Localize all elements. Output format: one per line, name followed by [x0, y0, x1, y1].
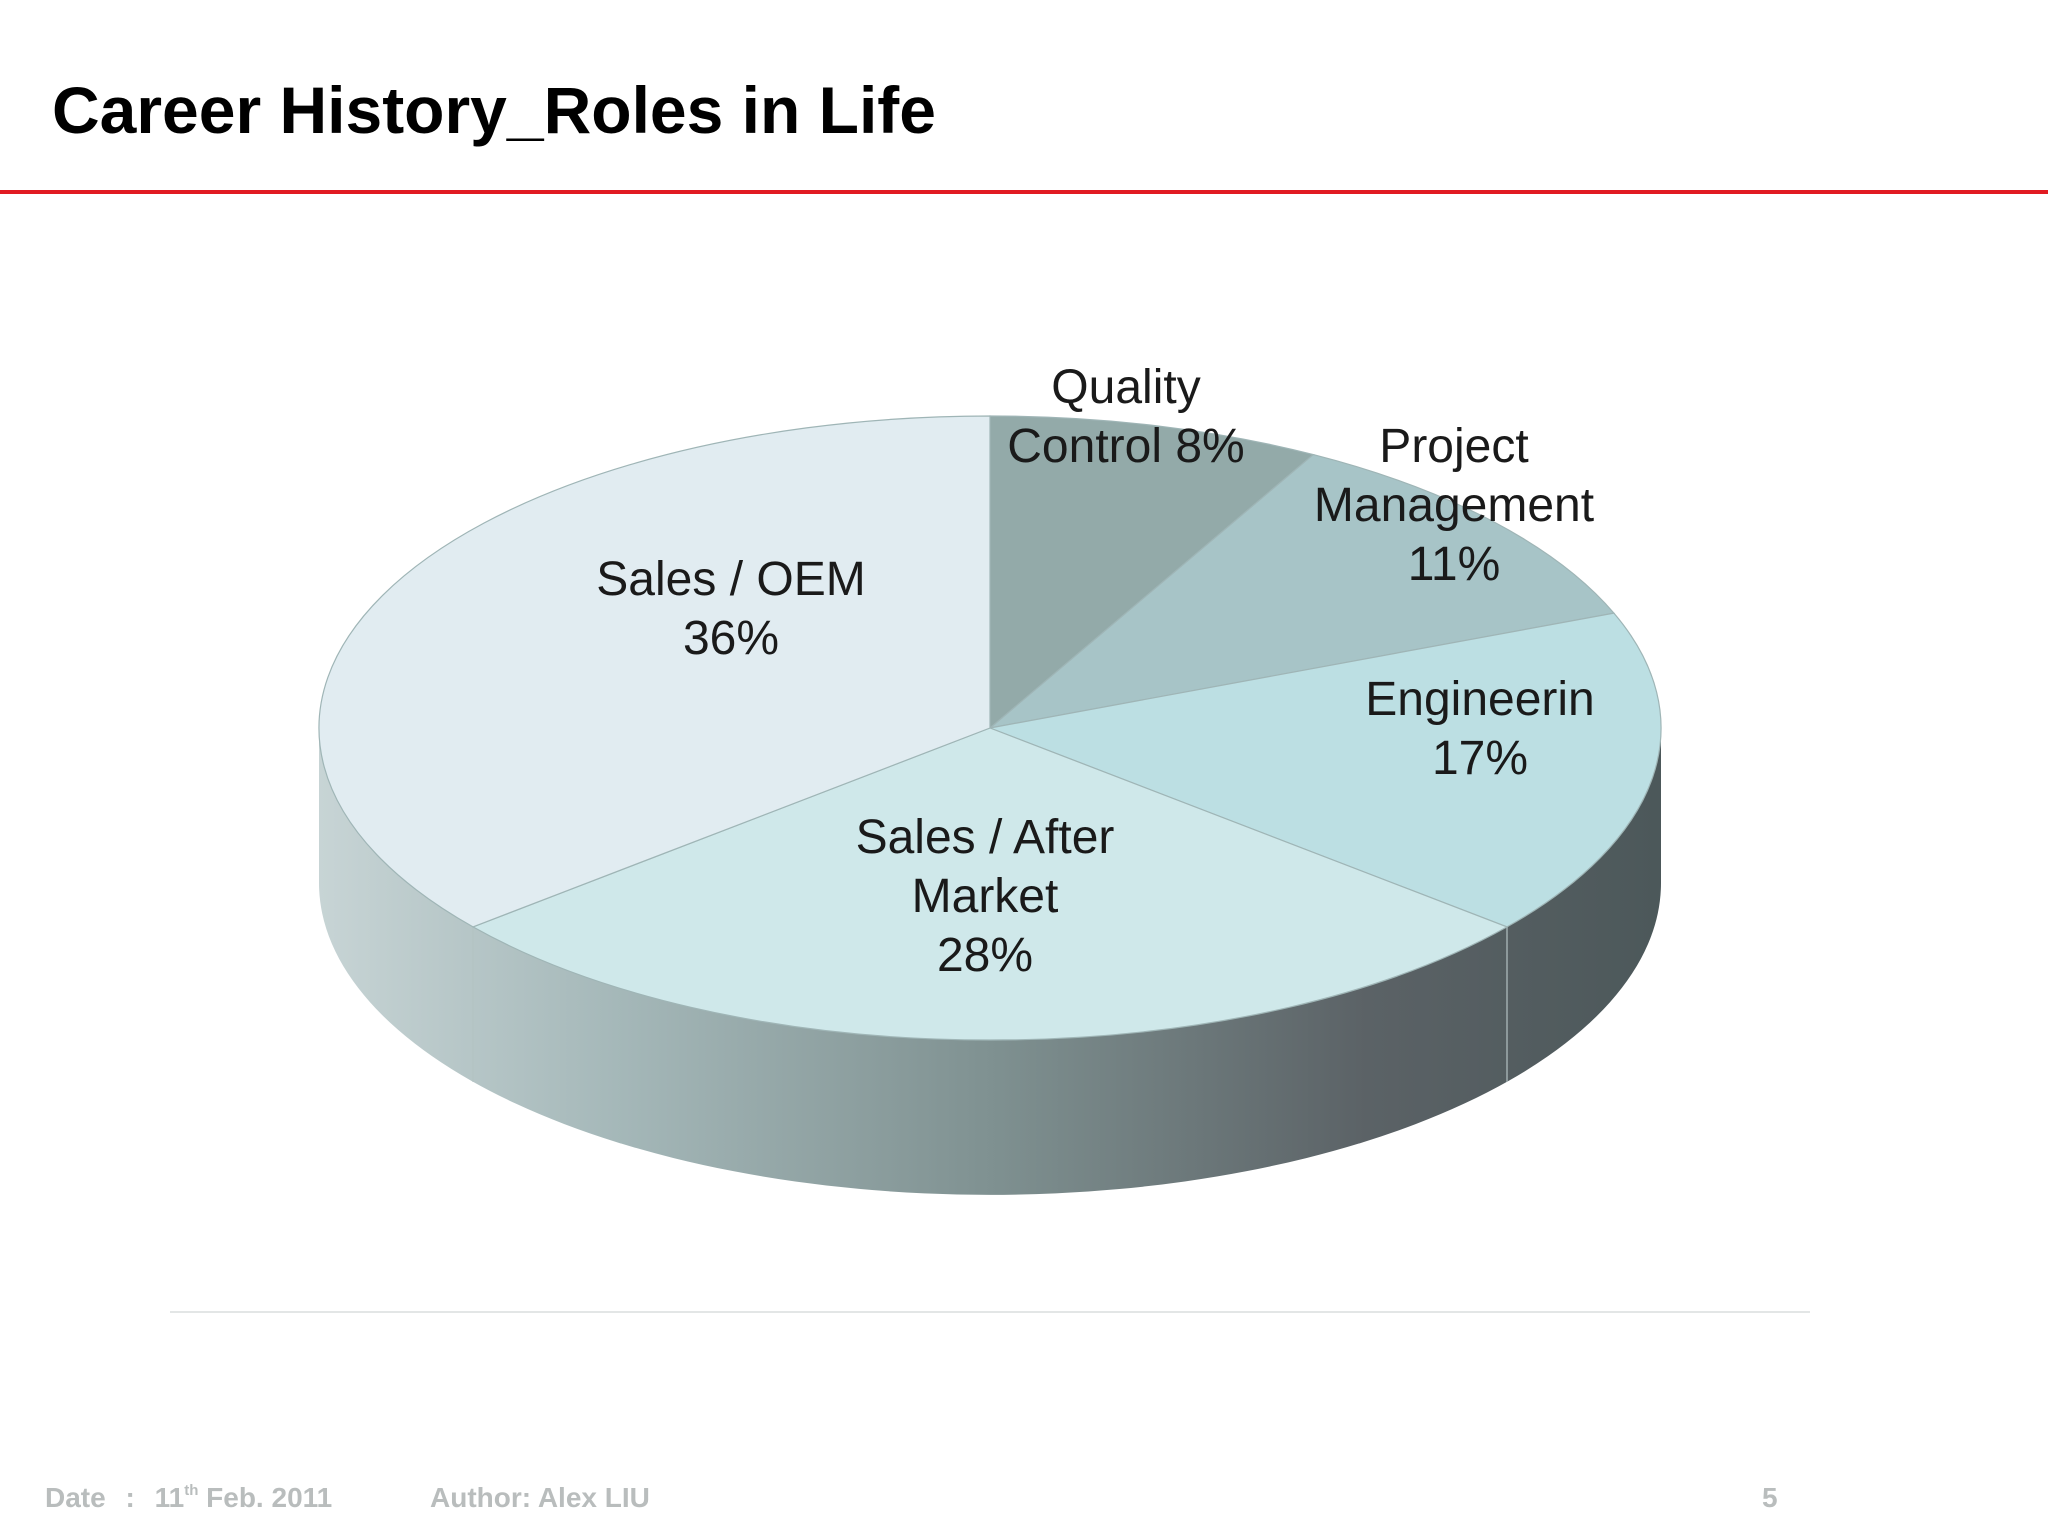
footer-date-suffix: th: [184, 1482, 199, 1499]
pie-label-sales-after-market: Sales / After Market 28%: [856, 811, 1115, 982]
pie-label-engineerin: Engineerin 17%: [1365, 673, 1595, 785]
pie-labels: Quality Control 8% Project Management 11% Eng…: [596, 361, 1594, 982]
slide-title: Career History_Roles in Life: [52, 73, 936, 147]
pie-slice-engineerin: [987, 612, 1662, 928]
pie-label-sales-oem: Sales / OEM 36%: [596, 553, 865, 665]
footer-divider: [170, 1311, 1810, 1313]
footer-date-rest: Feb. 2011: [206, 1482, 333, 1513]
page-number: 5: [1762, 1482, 1778, 1513]
title-divider: [0, 190, 2048, 194]
pie-slice-sales-after-market: [471, 727, 1509, 1041]
footer-date-separator: :: [125, 1482, 135, 1513]
pie-side-face: [319, 728, 1661, 1195]
pie-top-slices: [318, 415, 1662, 1041]
footer-date-day: 11: [154, 1482, 185, 1513]
pie-label-project-management: Project Management 11%: [1314, 420, 1594, 591]
pie-slice-sales-oem: [318, 415, 991, 928]
footer-date-label: Date: [45, 1482, 106, 1513]
footer-date: Date : 11th Feb. 2011: [45, 1482, 332, 1514]
pie-label-quality-control: Quality Control 8%: [1007, 361, 1244, 473]
pie-slice-project-management: [987, 453, 1616, 729]
pie-slice-quality-control: [989, 415, 1315, 730]
pie-side-wall: [319, 728, 1661, 1195]
footer-author: Author: Alex LIU: [430, 1482, 650, 1513]
